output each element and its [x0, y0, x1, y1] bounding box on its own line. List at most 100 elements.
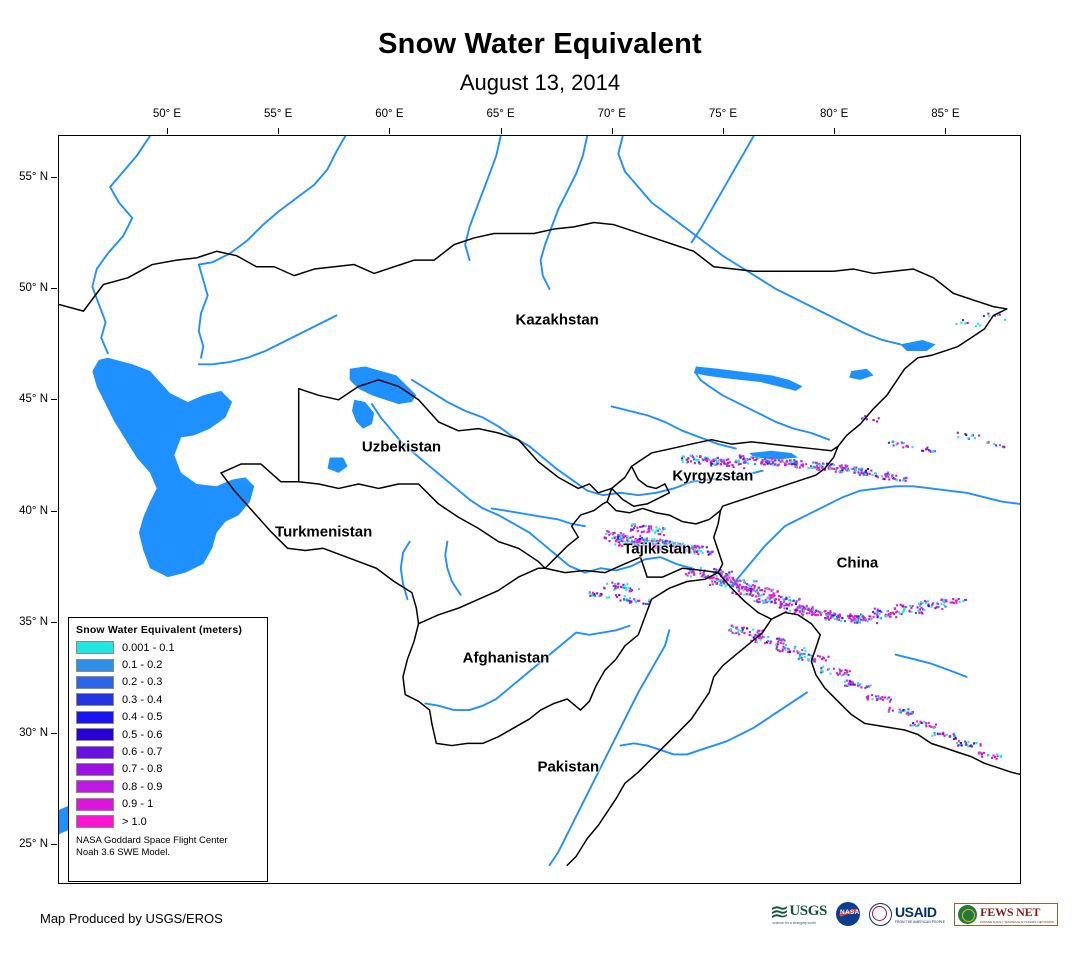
- swe-cell: [770, 457, 773, 460]
- swe-cell: [737, 585, 740, 588]
- swe-cell: [774, 459, 777, 462]
- swe-cell: [746, 627, 749, 630]
- swe-cell: [682, 455, 685, 458]
- swe-cell: [799, 655, 802, 658]
- swe-cell: [820, 671, 823, 674]
- swe-cell: [793, 463, 796, 466]
- swe-cell: [864, 469, 867, 472]
- swe-cell: [761, 629, 764, 632]
- tobol-river: [464, 136, 502, 262]
- swe-cell: [770, 594, 773, 597]
- swe-cell: [795, 600, 798, 603]
- swe-cell: [621, 534, 624, 537]
- swe-cell: [851, 619, 855, 622]
- swe-cell: [776, 649, 780, 652]
- swe-cell: [646, 531, 649, 534]
- legend-row-5: 0.5 - 0.6: [76, 726, 260, 743]
- swe-cell: [626, 583, 629, 586]
- legend-swatch-7: [76, 762, 114, 776]
- swe-cell: [970, 745, 973, 748]
- swe-cell: [811, 606, 814, 609]
- swe-cell: [626, 537, 629, 540]
- swe-cell: [671, 549, 674, 552]
- swe-cell: [642, 542, 645, 545]
- legend-label-4: 0.4 - 0.5: [122, 711, 163, 724]
- swe-cell: [658, 527, 661, 530]
- legend-swatch-8: [76, 780, 114, 794]
- kyrgyzstan-tajikistan-border: [606, 487, 722, 525]
- swe-cell: [662, 541, 665, 544]
- swe-cell: [993, 442, 996, 446]
- swe-cell: [742, 579, 745, 582]
- country-borders-layer: [59, 221, 1020, 866]
- swe-cell: [711, 550, 714, 553]
- swe-cell: [850, 618, 853, 621]
- swe-cell: [758, 635, 762, 638]
- swe-cell: [891, 709, 894, 712]
- swe-cell: [745, 589, 748, 592]
- swe-cell: [753, 590, 756, 593]
- swe-cell: [639, 540, 642, 543]
- swe-cell: [934, 723, 937, 726]
- swe-cell: [648, 543, 651, 546]
- swe-cell: [638, 541, 641, 544]
- swe-cell: [838, 618, 841, 621]
- legend-label-3: 0.3 - 0.4: [122, 693, 163, 706]
- swe-cell: [756, 631, 759, 634]
- swe-cell: [793, 611, 796, 615]
- swe-cell: [777, 640, 780, 643]
- swe-cell: [838, 613, 841, 616]
- swe-cell: [762, 593, 765, 596]
- swe-cell: [614, 535, 617, 539]
- fews-net-logo[interactable]: FEWS NET FAMINE EARLY WARNING SYSTEMS NE…: [954, 902, 1058, 926]
- swe-cell: [716, 456, 720, 460]
- swe-cell: [701, 551, 704, 554]
- swe-cell: [739, 592, 742, 595]
- usaid-wordmark: USAID: [894, 904, 937, 920]
- swe-cell: [778, 638, 781, 641]
- swe-cell: [872, 610, 875, 614]
- swe-cell: [884, 475, 887, 478]
- swe-cell: [955, 322, 958, 325]
- swe-cell: [606, 582, 609, 585]
- swe-cell: [903, 709, 906, 712]
- swe-cell: [785, 463, 788, 466]
- amu-darya: [371, 403, 693, 574]
- usgs-logo[interactable]: USGS science for a changing world: [772, 903, 827, 925]
- swe-cell: [683, 552, 686, 555]
- swe-cell: [691, 454, 694, 457]
- swe-cell: [700, 550, 703, 553]
- swe-cell: [736, 579, 739, 582]
- usaid-logo[interactable]: USAID FROM THE AMERICAN PEOPLE: [868, 902, 945, 926]
- swe-cell: [756, 457, 759, 460]
- swe-cell: [669, 543, 672, 546]
- nasa-logo[interactable]: NASA: [835, 902, 860, 926]
- swe-cell: [819, 655, 822, 658]
- usaid-seal-icon: [868, 902, 892, 926]
- swe-cell: [627, 540, 630, 543]
- swe-cell: [955, 741, 959, 745]
- swe-cell: [776, 590, 779, 593]
- swe-cell: [871, 473, 874, 476]
- uzbekistan-turkmenistan-border: [297, 481, 546, 569]
- swe-cell: [850, 467, 853, 470]
- swe-cell: [765, 601, 769, 604]
- swe-cell: [686, 574, 689, 577]
- swe-cell: [690, 546, 693, 549]
- swe-cell: [664, 540, 667, 543]
- swe-cell: [976, 322, 979, 325]
- swe-cell: [672, 543, 676, 546]
- swe-cell: [892, 477, 895, 480]
- swe-cell: [697, 553, 700, 556]
- swe-cell: [792, 599, 795, 602]
- swe-cell: [866, 472, 869, 475]
- swe-cell: [888, 708, 891, 711]
- swe-cell: [734, 459, 737, 462]
- swe-cell: [865, 418, 868, 421]
- swe-cell: [800, 460, 803, 463]
- swe-cell: [965, 598, 968, 601]
- swe-cell: [832, 614, 835, 617]
- swe-cell: [706, 456, 709, 459]
- country-label-china: China: [836, 554, 879, 572]
- swe-cell: [723, 575, 726, 578]
